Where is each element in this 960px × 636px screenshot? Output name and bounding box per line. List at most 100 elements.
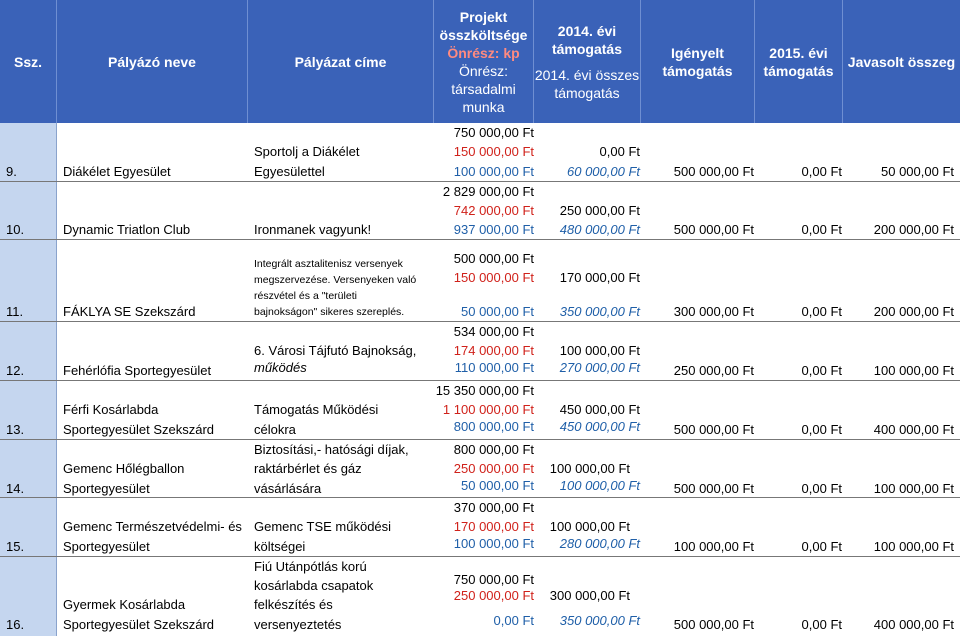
applicant-name-line: Sportegyesület Szekszárd: [63, 422, 215, 437]
requested-support: 500 000,00 Ft: [673, 222, 754, 237]
header-igenyelt-line1: Igényelt: [671, 44, 724, 61]
table-row: 11. FÁKLYA SE Szekszárd Integrált asztal…: [0, 240, 960, 322]
project-title-line: célokra: [254, 422, 296, 437]
header-2014-osszes-line1: 2014. évi összes: [534, 66, 640, 83]
support-2015: 0,00 Ft: [801, 539, 842, 554]
proposed-amount: 100 000,00 Ft: [873, 363, 954, 378]
support-2014: 250 000,00 Ft: [559, 203, 640, 218]
project-title-line: bajnokságon" sikeres szereplés.: [254, 306, 405, 318]
support-2014-total: 100 000,00 Ft: [559, 478, 640, 493]
header-javasolt: Javasolt összeg: [843, 0, 960, 123]
header-projekt: Projekt összköltsége Önrész: kp Önrész: …: [434, 0, 534, 123]
support-2014-total: 60 000,00 Ft: [567, 164, 640, 179]
applicant-name: Fehérlófia Sportegyesület: [63, 363, 212, 378]
row-index-cell: [0, 557, 57, 636]
requested-support: 500 000,00 Ft: [673, 617, 754, 632]
project-title-line: felkészítés és: [254, 597, 333, 612]
support-2014: 100 000,00 Ft: [559, 343, 640, 358]
table-row: 16. Gyermek Kosárlabda Sportegyesület Sz…: [0, 557, 960, 636]
header-ssz-label: Ssz.: [13, 53, 42, 70]
requested-support: 500 000,00 Ft: [673, 164, 754, 179]
row-number: 9.: [6, 164, 17, 179]
proposed-amount: 400 000,00 Ft: [873, 422, 954, 437]
row-number: 13.: [6, 422, 25, 437]
project-title-line: Támogatás Működési: [254, 402, 379, 417]
support-2014: 450 000,00 Ft: [559, 402, 640, 417]
support-2015: 0,00 Ft: [801, 617, 842, 632]
own-share-labor: 100 000,00 Ft: [453, 164, 534, 179]
row-index-cell: [0, 498, 57, 556]
row-index-cell: [0, 182, 57, 239]
support-2015: 0,00 Ft: [801, 363, 842, 378]
header-onresz-line1: Önrész:: [458, 62, 508, 79]
table-row: 12. Fehérlófia Sportegyesület 6. Városi …: [0, 322, 960, 381]
requested-support: 500 000,00 Ft: [673, 422, 754, 437]
own-share-cash: 250 000,00 Ft: [453, 588, 534, 603]
proposed-amount: 50 000,00 Ft: [881, 164, 954, 179]
support-2014: 0,00 Ft: [599, 144, 640, 159]
support-2015: 0,00 Ft: [801, 304, 842, 319]
own-share-cash: 742 000,00 Ft: [453, 203, 534, 218]
header-2014: 2014. évi támogatás 2014. évi összes tám…: [534, 0, 641, 123]
support-2014-total: 270 000,00 Ft: [559, 360, 640, 375]
row-index-cell: [0, 322, 57, 380]
header-2015: 2015. évi támogatás: [755, 0, 843, 123]
project-title-line: részvétel és a "területi: [254, 290, 357, 302]
support-2014-total: 350 000,00 Ft: [559, 304, 640, 319]
own-share-labor: 100 000,00 Ft: [453, 536, 534, 551]
project-title-line: Biztosítási,- hatósági díjak,: [254, 442, 409, 457]
header-palyazo-label: Pályázó neve: [108, 53, 196, 70]
project-title-line: kosárlabda csapatok: [254, 578, 374, 593]
header-igenyelt-line2: támogatás: [662, 62, 733, 79]
project-title-line: Ironmanek vagyunk!: [254, 222, 372, 237]
own-share-cash: 174 000,00 Ft: [453, 343, 534, 358]
own-share-labor: 0,00 Ft: [493, 613, 534, 628]
applicant-name-line: Gemenc Természetvédelmi- és: [63, 519, 242, 534]
header-2014-line2: támogatás: [551, 40, 623, 57]
proposed-amount: 100 000,00 Ft: [873, 481, 954, 496]
header-cim-label: Pályázat címe: [294, 53, 387, 70]
header-2015-line1: 2015. évi: [769, 44, 828, 61]
project-cost: 534 000,00 Ft: [453, 324, 534, 339]
proposed-amount: 200 000,00 Ft: [873, 304, 954, 319]
applicant-name-line: Sportegyesület Szekszárd: [63, 617, 215, 632]
row-number: 14.: [6, 481, 25, 496]
row-index-cell: [0, 381, 57, 439]
applicant-name: FÁKLYA SE Szekszárd: [63, 304, 196, 319]
applicant-name-line: Sportegyesület: [63, 481, 150, 496]
project-cost: 370 000,00 Ft: [453, 500, 534, 515]
header-2015-line2: támogatás: [763, 62, 834, 79]
support-2015: 0,00 Ft: [801, 164, 842, 179]
header-javasolt-label: Javasolt összeg: [847, 53, 956, 70]
table-row: 13. Férfi Kosárlabda Sportegyesület Szek…: [0, 381, 960, 440]
applicant-name: Diákélet Egyesület: [63, 164, 171, 179]
support-2014: 100 000,00 Ft: [549, 519, 630, 534]
header-onresz-kp: Önrész: kp: [447, 44, 520, 61]
row-index-cell: [0, 440, 57, 497]
project-cost: 2 829 000,00 Ft: [442, 184, 534, 199]
header-onresz-line3: munka: [462, 98, 505, 115]
support-2015: 0,00 Ft: [801, 481, 842, 496]
project-cost: 750 000,00 Ft: [453, 125, 534, 140]
project-cost: 15 350 000,00 Ft: [435, 383, 534, 398]
header-2014-line1: 2014. évi: [557, 22, 617, 39]
requested-support: 500 000,00 Ft: [673, 481, 754, 496]
table-row: 14. Gemenc Hőlégballon Sportegyesület Bi…: [0, 440, 960, 498]
applicant-name-line: Férfi Kosárlabda: [63, 402, 159, 417]
header-igenyelt: Igényelt támogatás: [641, 0, 755, 123]
header-onresz-line2: társadalmi: [451, 80, 516, 97]
proposed-amount: 100 000,00 Ft: [873, 539, 954, 554]
project-cost: 500 000,00 Ft: [453, 251, 534, 266]
project-title-line: raktárbérlet és gáz: [254, 461, 362, 476]
project-cost: 800 000,00 Ft: [453, 442, 534, 457]
own-share-labor: 800 000,00 Ft: [453, 419, 534, 434]
own-share-labor: 50 000,00 Ft: [461, 478, 534, 493]
support-2014-total: 350 000,00 Ft: [559, 613, 640, 628]
support-2014: 100 000,00 Ft: [549, 461, 630, 476]
requested-support: 300 000,00 Ft: [673, 304, 754, 319]
header-projekt-line1: Projekt: [459, 8, 508, 25]
support-2014: 300 000,00 Ft: [549, 588, 630, 603]
project-title-line: költségei: [254, 539, 306, 554]
support-2015: 0,00 Ft: [801, 422, 842, 437]
